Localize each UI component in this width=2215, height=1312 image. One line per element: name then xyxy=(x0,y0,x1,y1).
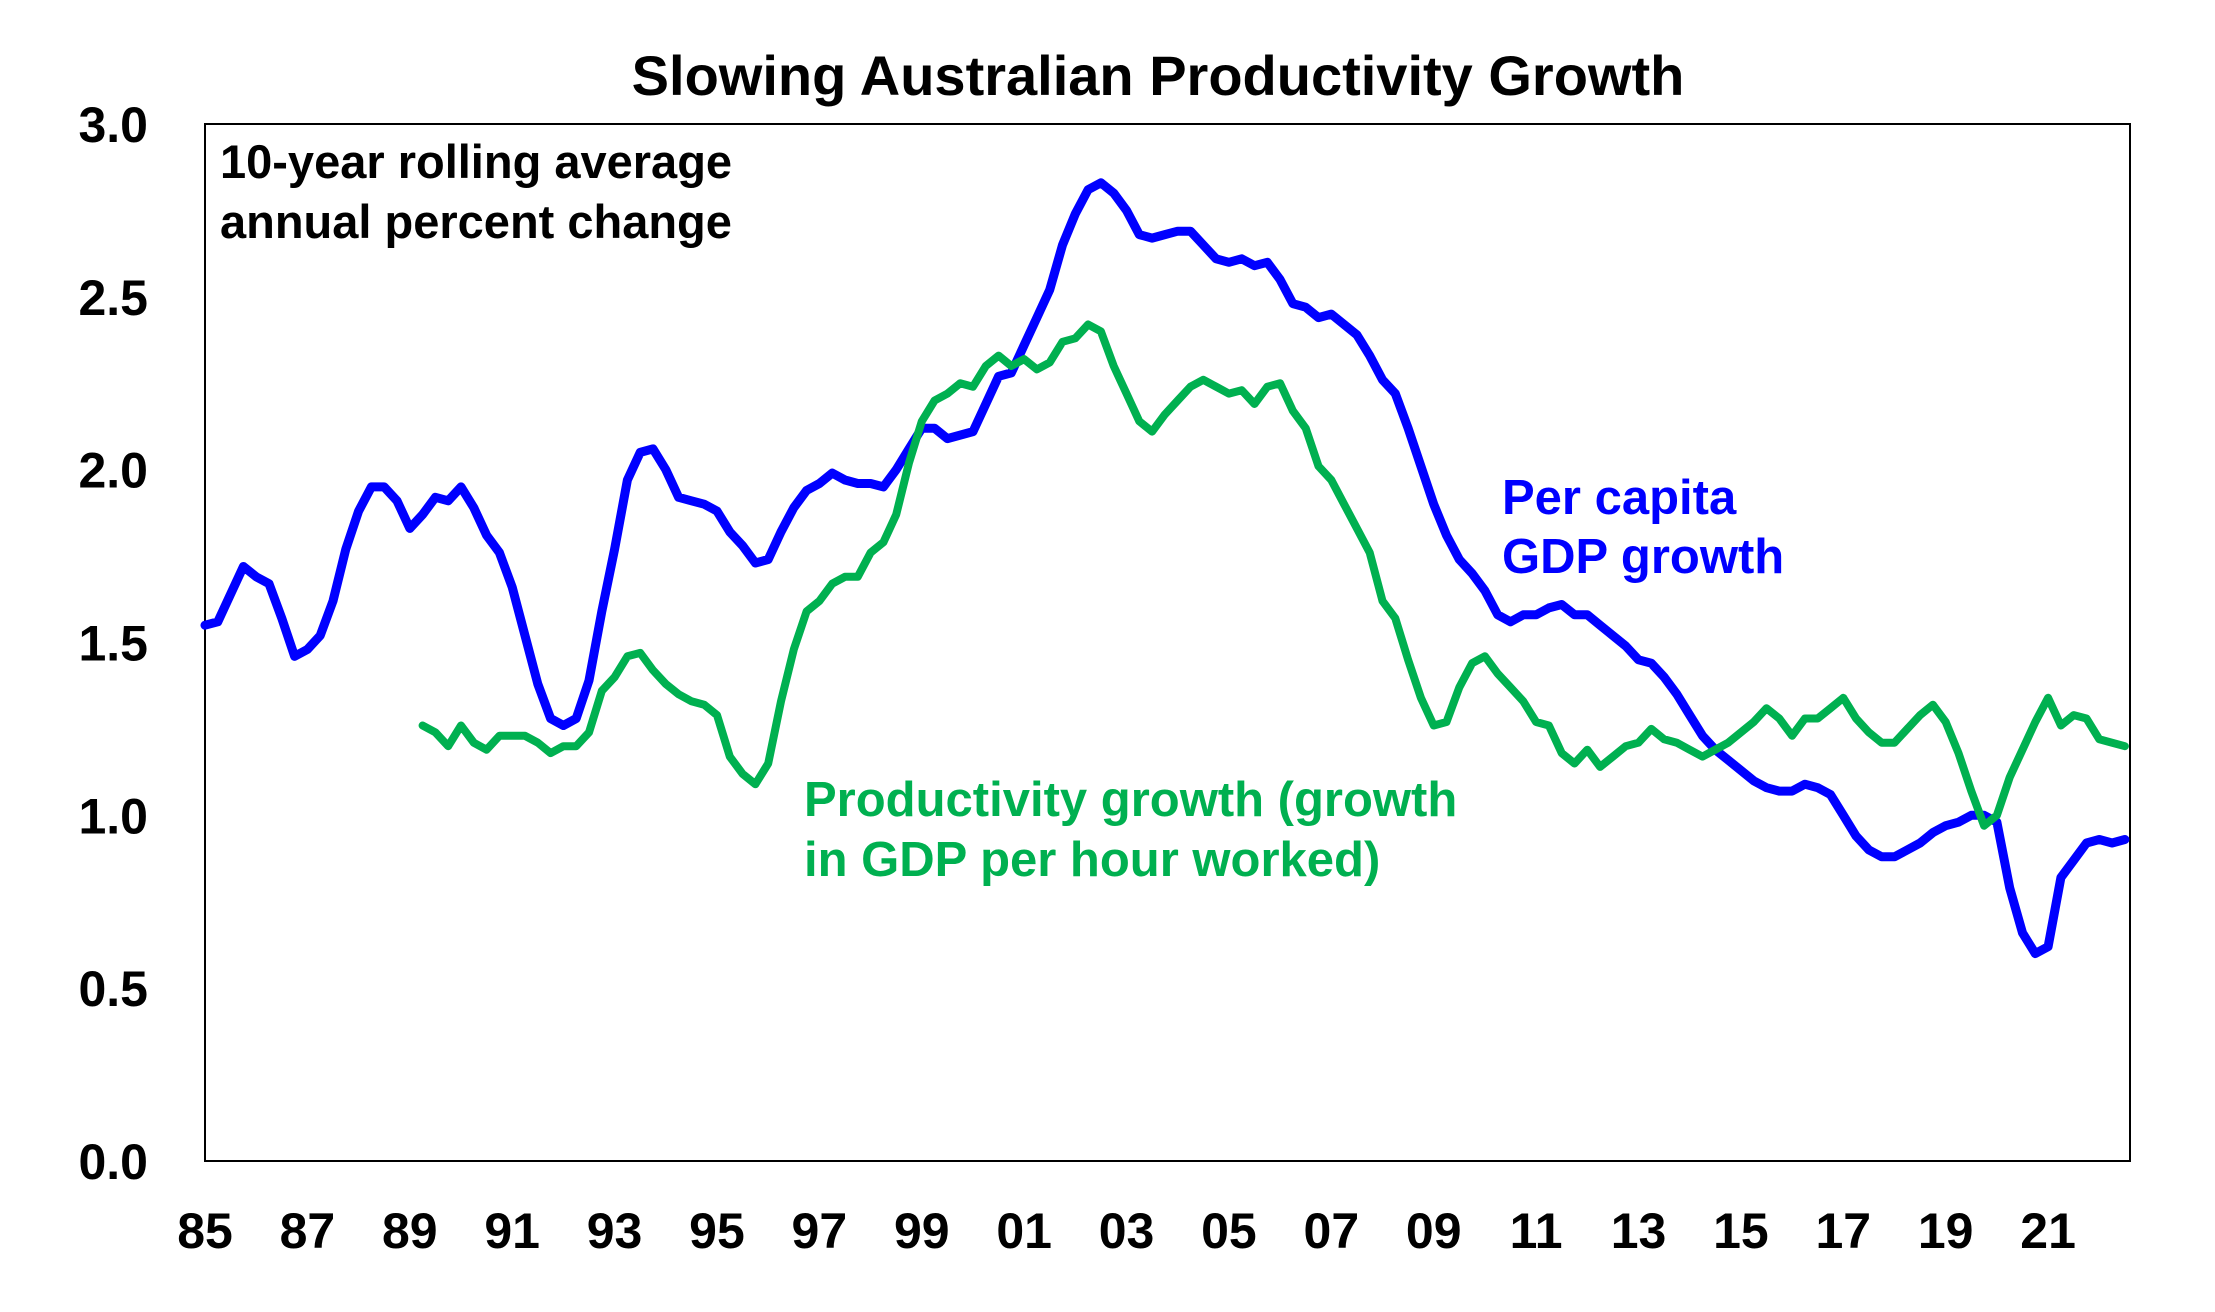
y-tick-label: 2.5 xyxy=(78,270,148,326)
plot-area-frame xyxy=(204,123,2131,1162)
annotation-line-2: annual percent change xyxy=(220,195,732,248)
y-tick-label: 0.5 xyxy=(78,961,148,1017)
series-label-per-capita-gdp-line-1: Per capita xyxy=(1502,471,1737,525)
series-label-productivity-line-1: Productivity growth (growth xyxy=(804,773,1457,827)
x-tick-label: 09 xyxy=(1406,1203,1462,1259)
series-label-per-capita-gdp-line-2: GDP growth xyxy=(1502,530,1784,584)
y-axis-tick-labels: 0.0 0.5 1.0 1.5 2.0 2.5 3.0 xyxy=(78,97,148,1190)
x-tick-label: 03 xyxy=(1099,1203,1155,1259)
series-line-per-capita-gdp-growth xyxy=(200,178,2130,959)
x-tick-label: 05 xyxy=(1201,1203,1257,1259)
annotation-line-1: 10-year rolling average xyxy=(220,135,732,188)
x-tick-label: 11 xyxy=(1510,1203,1563,1259)
series-layer xyxy=(200,178,2130,959)
x-tick-label: 89 xyxy=(382,1203,438,1259)
x-tick-label: 13 xyxy=(1611,1203,1667,1259)
y-tick-label: 1.0 xyxy=(78,788,148,844)
y-tick-label: 0.0 xyxy=(78,1134,148,1190)
x-tick-label: 19 xyxy=(1918,1203,1974,1259)
x-tick-label: 21 xyxy=(2020,1203,2076,1259)
x-tick-label: 99 xyxy=(894,1203,950,1259)
x-tick-label: 15 xyxy=(1713,1203,1769,1259)
y-tick-label: 3.0 xyxy=(78,97,148,153)
x-tick-label: 85 xyxy=(177,1203,233,1259)
x-tick-label: 93 xyxy=(587,1203,643,1259)
series-label-productivity-line-2: in GDP per hour worked) xyxy=(804,833,1380,887)
x-tick-label: 87 xyxy=(280,1203,336,1259)
x-tick-label: 17 xyxy=(1815,1203,1871,1259)
y-tick-label: 1.5 xyxy=(78,616,148,672)
chart-title: Slowing Australian Productivity Growth xyxy=(632,44,1685,107)
x-tick-label: 07 xyxy=(1304,1203,1360,1259)
x-tick-label: 91 xyxy=(484,1203,540,1259)
x-tick-label: 95 xyxy=(689,1203,745,1259)
series-line-productivity-growth xyxy=(418,320,2129,830)
x-axis-tick-labels: 85 87 89 91 93 95 97 99 01 03 05 07 09 11 13 15 17 19 21 xyxy=(177,1203,2076,1259)
y-tick-label: 2.0 xyxy=(78,443,148,499)
x-tick-label: 01 xyxy=(996,1203,1052,1259)
x-tick-label: 97 xyxy=(792,1203,848,1259)
